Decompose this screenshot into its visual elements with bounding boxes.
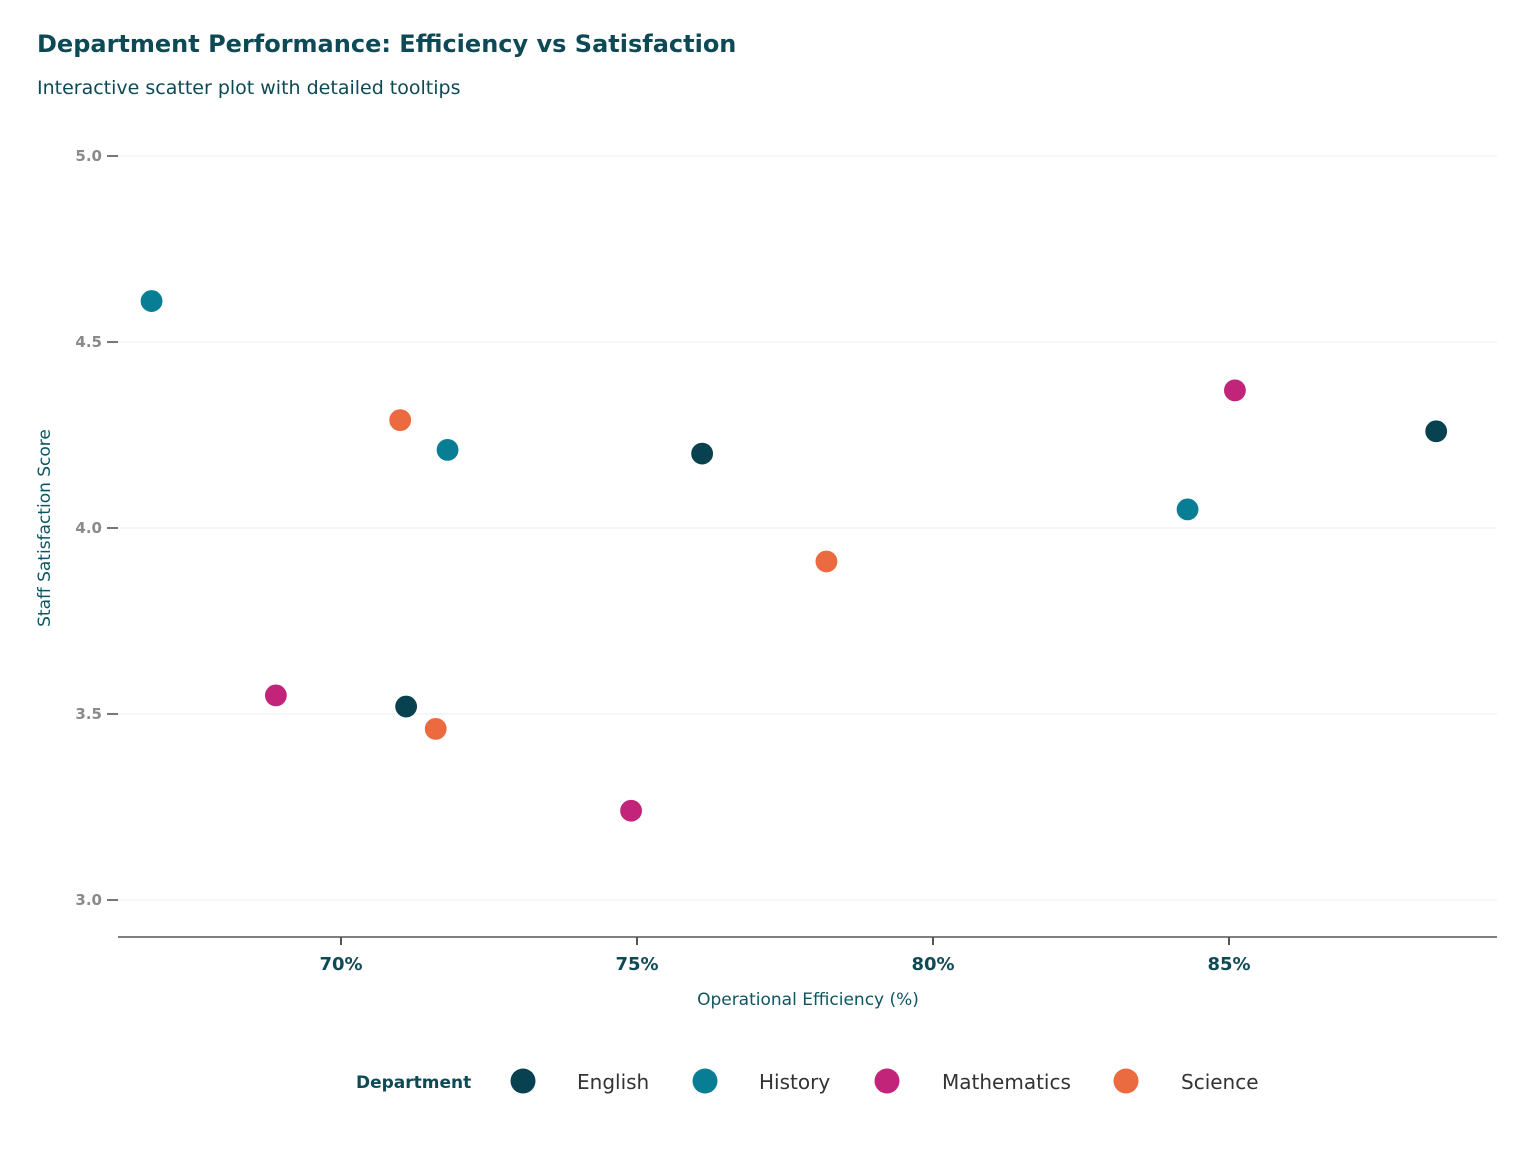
data-point-science[interactable] (814, 549, 839, 574)
data-point-english[interactable] (394, 694, 419, 719)
data-point-history[interactable] (139, 288, 164, 314)
legend-label-history[interactable]: History (759, 1070, 830, 1094)
y-axis: 3.0 3.5 4.0 4.5 5.0 (75, 147, 118, 909)
legend-title: Department (356, 1073, 471, 1093)
data-point-english[interactable] (690, 441, 715, 466)
data-point-english[interactable] (1424, 419, 1449, 444)
data-point-mathematics[interactable] (618, 798, 644, 823)
x-tick-label: 85% (1207, 954, 1250, 975)
data-point-mathematics[interactable] (263, 683, 288, 708)
data-point-mathematics[interactable] (1222, 378, 1248, 403)
y-axis-title: Staff Satisfaction Score (35, 429, 55, 627)
legend-swatch-history[interactable] (692, 1068, 718, 1094)
legend-swatch-science[interactable] (1113, 1068, 1139, 1094)
x-tick-label: 80% (911, 954, 954, 975)
y-tick-label: 3.0 (75, 891, 102, 909)
x-axis-title: Operational Efficiency (%) (697, 990, 919, 1010)
chart-title: Department Performance: Efficiency vs Sa… (37, 30, 737, 58)
y-tick-label: 4.5 (75, 333, 102, 351)
x-tick-label: 75% (615, 954, 658, 975)
data-point-science[interactable] (388, 408, 413, 433)
chart-subtitle: Interactive scatter plot with detailed t… (37, 77, 461, 99)
y-tick-label: 5.0 (75, 147, 102, 165)
data-point-history[interactable] (435, 437, 460, 462)
data-points (139, 288, 1449, 823)
y-tick-label: 3.5 (75, 705, 102, 723)
legend-label-science[interactable]: Science (1181, 1070, 1259, 1094)
legend-swatch-mathematics[interactable] (874, 1068, 900, 1094)
data-point-history[interactable] (1175, 497, 1200, 522)
legend-label-english[interactable]: English (577, 1070, 649, 1094)
legend-swatch-english[interactable] (510, 1068, 536, 1094)
x-tick-label: 70% (319, 954, 362, 975)
legend-label-mathematics[interactable]: Mathematics (942, 1070, 1071, 1094)
data-point-science[interactable] (423, 716, 448, 741)
y-tick-label: 4.0 (75, 519, 102, 537)
x-axis: 70% 75% 80% 85% (118, 936, 1497, 975)
legend: Department English History Mathematics Scie… (356, 1068, 1259, 1094)
grid-lines (118, 155, 1497, 901)
